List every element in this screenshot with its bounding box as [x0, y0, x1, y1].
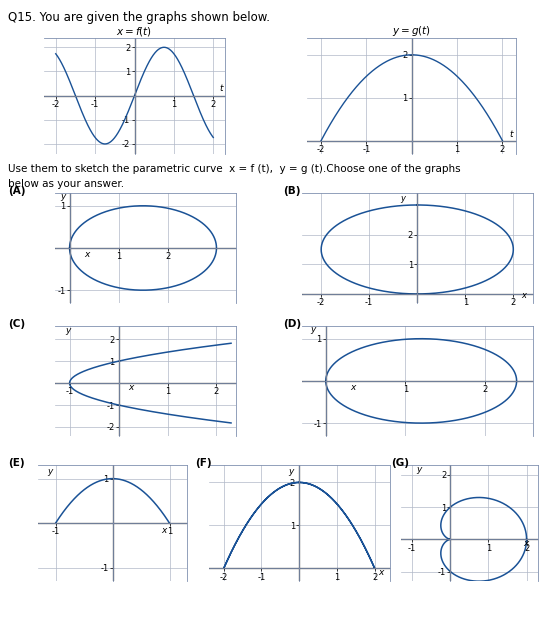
Text: $y$: $y$ — [416, 465, 424, 476]
Text: (F): (F) — [195, 458, 211, 468]
Text: Use them to sketch the parametric curve  x = f (t),  y = g (t).Choose one of the: Use them to sketch the parametric curve … — [8, 164, 461, 174]
Text: $y$: $y$ — [310, 325, 317, 336]
Text: $x$: $x$ — [350, 383, 357, 392]
Text: (D): (D) — [283, 319, 301, 329]
Text: below as your answer.: below as your answer. — [8, 179, 125, 189]
Text: $x$: $x$ — [161, 526, 169, 535]
Text: $x$: $x$ — [523, 539, 530, 548]
Text: $t$: $t$ — [509, 127, 515, 139]
Text: $y$: $y$ — [400, 194, 408, 204]
Text: (E): (E) — [8, 458, 25, 468]
Text: $x$: $x$ — [85, 250, 92, 259]
Text: $y$: $y$ — [47, 467, 54, 478]
Text: $t$: $t$ — [219, 82, 225, 93]
Text: (A): (A) — [8, 186, 26, 196]
Title: $y=g(t)$: $y=g(t)$ — [393, 24, 431, 38]
Text: (G): (G) — [391, 458, 409, 468]
Text: Q15. You are given the graphs shown below.: Q15. You are given the graphs shown belo… — [8, 11, 270, 24]
Text: $x$: $x$ — [128, 383, 136, 392]
Title: $x=f(t)$: $x=f(t)$ — [116, 24, 153, 38]
Text: $y$: $y$ — [60, 192, 68, 203]
Text: $y$: $y$ — [65, 325, 72, 337]
Text: $y$: $y$ — [288, 467, 295, 478]
Text: $x$: $x$ — [378, 568, 386, 577]
Text: (C): (C) — [8, 319, 25, 329]
Text: $x$: $x$ — [520, 292, 528, 300]
Text: (B): (B) — [283, 186, 300, 196]
